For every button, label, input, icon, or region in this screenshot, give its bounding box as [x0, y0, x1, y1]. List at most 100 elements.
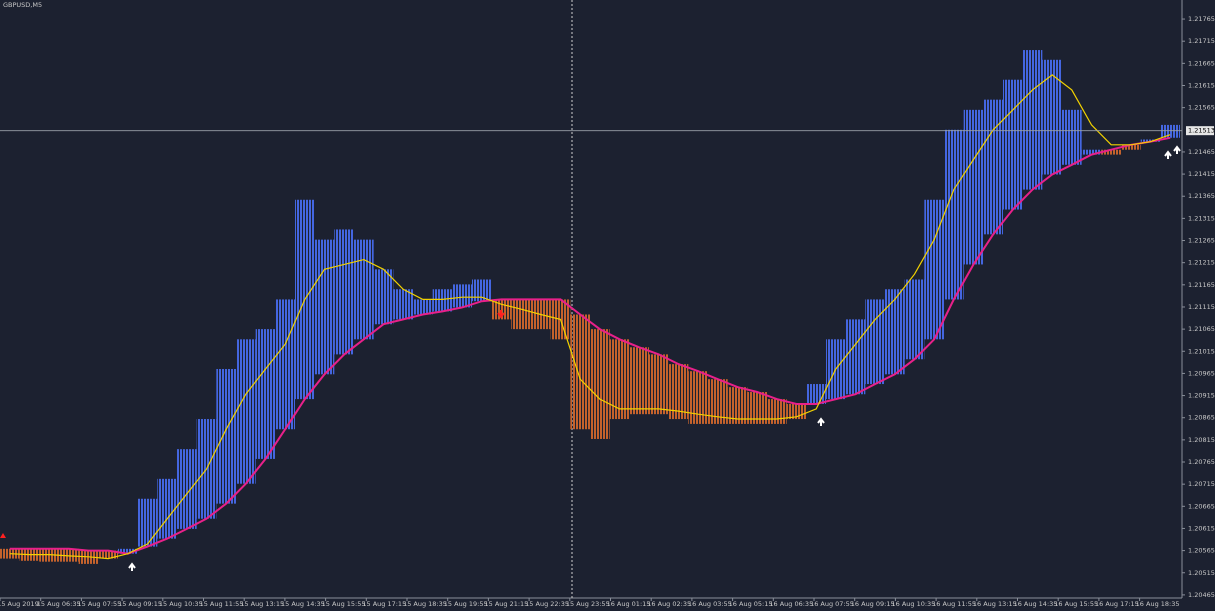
y-tick-label: 1.20615 — [1188, 524, 1215, 532]
histogram-bar — [413, 299, 433, 315]
y-tick-label: 1.21215 — [1188, 259, 1215, 267]
y-tick-label: 1.21015 — [1188, 347, 1215, 355]
x-tick-label: 15 Aug 19:55 — [444, 600, 488, 608]
y-tick-label: 1.20515 — [1188, 569, 1215, 577]
sell-arrow — [0, 533, 6, 538]
y-tick-label: 1.20565 — [1188, 547, 1215, 555]
histogram-bar — [668, 364, 689, 420]
ma-line — [9, 74, 1171, 560]
y-tick-label: 1.20665 — [1188, 502, 1215, 510]
y-tick-label: 1.21615 — [1188, 81, 1215, 89]
x-tick-label: 16 Aug 10:35 — [891, 600, 935, 608]
buy-arrow — [128, 562, 136, 571]
x-tick-label: 15 Aug 14:35 — [281, 600, 325, 608]
x-tick-label: 16 Aug 06:35 — [769, 600, 813, 608]
histogram-bar — [216, 368, 236, 504]
histogram-bar — [629, 347, 649, 415]
histogram-bar — [491, 299, 512, 320]
y-tick-label: 1.20815 — [1188, 436, 1215, 444]
x-tick-label: 16 Aug 07:55 — [810, 600, 854, 608]
histogram-bar — [1160, 124, 1180, 138]
histogram-bar — [432, 289, 453, 312]
histogram-bar — [1022, 50, 1043, 190]
y-tick-label: 1.21265 — [1188, 237, 1215, 245]
y-tick-label: 1.21665 — [1188, 59, 1215, 67]
histogram-bar — [118, 548, 138, 554]
x-tick-label: 16 Aug 11:55 — [932, 600, 976, 608]
y-tick-label: 1.20915 — [1188, 392, 1215, 400]
histogram-bar — [1101, 149, 1121, 155]
x-tick-label: 15 Aug 13:15 — [240, 600, 284, 608]
histogram-bar — [688, 371, 708, 424]
x-tick-label: 16 Aug 09:15 — [851, 600, 895, 608]
histogram-bar — [963, 109, 984, 265]
symbol-title: GBPUSD,M5 — [3, 1, 42, 9]
x-tick-label: 16 Aug 03:55 — [688, 600, 732, 608]
x-tick-label: 15 Aug 10:35 — [159, 600, 203, 608]
histogram-bar — [1140, 139, 1161, 142]
x-tick-label: 15 Aug 18:35 — [403, 600, 447, 608]
buy-arrow — [817, 417, 825, 426]
x-tick-label: 16 Aug 02:35 — [647, 600, 691, 608]
y-tick-label: 1.21115 — [1188, 303, 1215, 311]
histogram-bar — [1062, 109, 1082, 165]
histogram-bar — [767, 399, 787, 424]
histogram-bar — [275, 299, 295, 430]
plot — [0, 50, 1180, 564]
x-tick-label: 15 Aug 11:55 — [200, 600, 244, 608]
y-tick-label: 1.20715 — [1188, 480, 1215, 488]
histogram-bar — [255, 329, 276, 459]
histogram-bar — [845, 319, 866, 395]
histogram-bar — [570, 314, 590, 430]
histogram-bar — [39, 548, 59, 562]
histogram-bar — [59, 548, 79, 562]
histogram-bar — [177, 449, 197, 529]
x-tick-label: 15 Aug 22:35 — [525, 600, 569, 608]
histogram-bar — [354, 239, 374, 340]
y-tick-label: 1.21765 — [1188, 15, 1215, 23]
x-tick-label: 16 Aug 18:35 — [1136, 600, 1180, 608]
y-tick-label: 1.20965 — [1188, 369, 1215, 377]
y-tick-label: 1.21715 — [1188, 37, 1215, 45]
histogram-bar — [885, 289, 905, 375]
histogram-bar — [649, 354, 669, 415]
histogram-bar — [98, 550, 118, 559]
stop-line — [9, 136, 1171, 555]
histogram-bar — [157, 478, 177, 539]
histogram-bar — [393, 289, 413, 320]
x-tick-label: 15 Aug 15:55 — [322, 600, 366, 608]
histogram-bar — [727, 387, 748, 424]
x-tick-label: 15 Aug 06:35 — [37, 600, 81, 608]
buy-arrow — [1164, 150, 1172, 159]
x-tick-label: 16 Aug 13:15 — [973, 600, 1017, 608]
x-tick-label: 15 Aug 17:15 — [362, 600, 406, 608]
y-tick-label: 1.20465 — [1188, 591, 1215, 599]
y-tick-label: 1.21415 — [1188, 170, 1215, 178]
y-tick-label: 1.20865 — [1188, 414, 1215, 422]
buy-arrow — [1173, 145, 1181, 154]
x-tick-label: 15 Aug 23:55 — [566, 600, 610, 608]
histogram-bar — [747, 392, 767, 424]
histogram-bar — [609, 339, 630, 420]
histogram-bar — [1081, 149, 1102, 155]
histogram-bar — [1042, 59, 1062, 175]
x-tick-label: 15 Aug 09:15 — [118, 600, 162, 608]
current-price-label: 1.21513 — [1188, 127, 1215, 135]
y-tick-label: 1.21465 — [1188, 148, 1215, 156]
y-tick-label: 1.21315 — [1188, 214, 1215, 222]
histogram-bar — [590, 329, 610, 439]
y-tick-label: 1.21565 — [1188, 104, 1215, 112]
histogram-bar — [236, 339, 256, 484]
x-tick-label: 16 Aug 14:35 — [1014, 600, 1058, 608]
current-price-box — [1186, 126, 1214, 136]
x-tick-label: 16 Aug 05:15 — [729, 600, 773, 608]
histogram-bar — [472, 279, 492, 302]
histogram-bar — [1121, 144, 1141, 150]
sell-arrow — [497, 310, 505, 319]
histogram-bar — [944, 129, 964, 300]
y-tick-label: 1.20765 — [1188, 458, 1215, 466]
x-tick-label: 15 Aug 21:15 — [484, 600, 528, 608]
histogram-bar — [708, 379, 728, 424]
histogram-bar — [452, 284, 472, 308]
